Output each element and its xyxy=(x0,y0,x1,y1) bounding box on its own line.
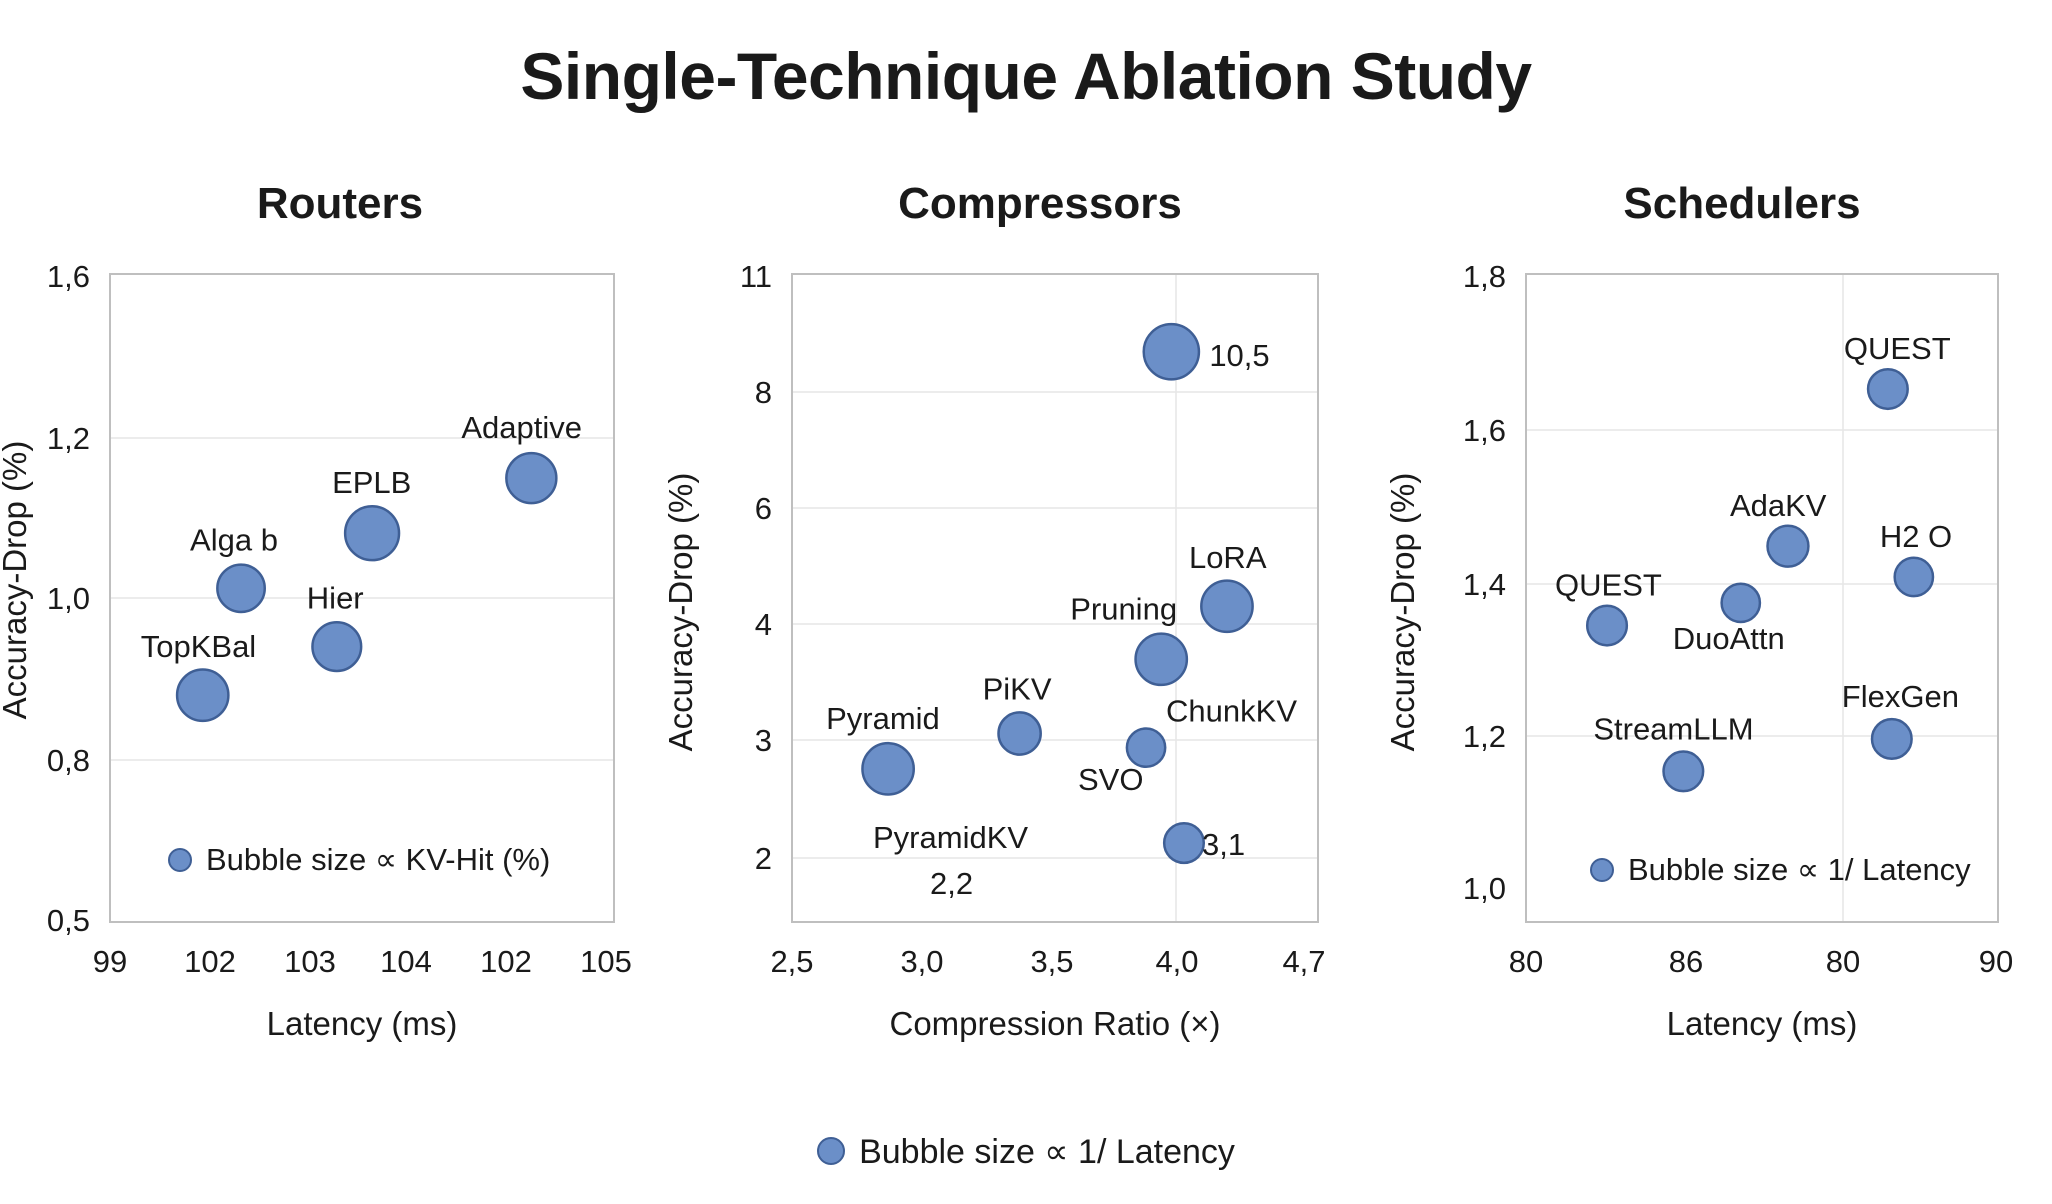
x-axis-label: Compression Ratio (×) xyxy=(889,1005,1220,1042)
data-label: AdaKV xyxy=(1730,488,1827,523)
x-tick-label: 105 xyxy=(580,944,632,979)
data-label: Pruning xyxy=(1070,591,1177,626)
data-label: StreamLLM xyxy=(1593,711,1753,746)
annotation-label: 2,2 xyxy=(930,866,973,901)
panel-title: Routers xyxy=(257,179,423,228)
data-point xyxy=(1201,581,1252,632)
bottom-legend-label: Bubble size ∝ 1/ Latency xyxy=(859,1133,1235,1171)
panel-title: Schedulers xyxy=(1623,179,1860,228)
legend-label: Bubble size ∝ KV-Hit (%) xyxy=(206,842,550,877)
data-label: QUEST xyxy=(1555,568,1662,603)
y-tick-label: 1,2 xyxy=(47,421,90,456)
y-tick-label: 1,0 xyxy=(1463,871,1506,906)
figure-canvas: Routers 1,6 1,2 1,0 0,8 0,599 102 103 104 102 105 L… xyxy=(0,0,2052,1204)
y-tick-label: 11 xyxy=(740,259,772,294)
annotation-label: PyramidKV xyxy=(873,820,1028,855)
x-axis-label: Latency (ms) xyxy=(267,1005,458,1042)
data-label: Pyramid xyxy=(826,701,940,736)
y-tick-label: 8 xyxy=(755,375,772,410)
y-tick-label: 6 xyxy=(755,491,772,526)
y-tick-label: 1,4 xyxy=(1463,567,1506,602)
data-point xyxy=(1895,558,1933,596)
data-point xyxy=(862,743,913,794)
y-tick-label: 0,5 xyxy=(47,903,90,938)
x-tick-label: 3,0 xyxy=(900,944,943,979)
x-tick-label: 2,5 xyxy=(770,944,813,979)
x-tick-label: 80 xyxy=(1509,944,1543,979)
x-tick-label: 80 xyxy=(1826,944,1860,979)
data-label: 10,5 xyxy=(1209,338,1269,373)
data-label: Alga b xyxy=(190,522,278,557)
legend-bubble-icon xyxy=(817,1137,845,1165)
data-label: Adaptive xyxy=(461,410,582,445)
legend-label: Bubble size ∝ 1/ Latency xyxy=(1628,852,1971,887)
data-point xyxy=(1144,324,1199,379)
annotation-label: SVO xyxy=(1078,762,1143,797)
data-label: TopKBal xyxy=(141,629,256,664)
y-tick-label: 2 xyxy=(755,841,772,876)
data-point xyxy=(1664,752,1704,792)
data-label: H2 O xyxy=(1880,519,1952,554)
legend-marker xyxy=(1591,859,1613,881)
data-label: ChunkKV xyxy=(1166,694,1297,729)
data-label: LoRA xyxy=(1189,540,1267,575)
y-tick-label: 1,2 xyxy=(1463,719,1506,754)
y-tick-label: 4 xyxy=(755,607,772,642)
data-point xyxy=(1587,606,1627,646)
bottom-legend: Bubble size ∝ 1/ Latency xyxy=(0,1132,2052,1172)
panel-title: Compressors xyxy=(898,179,1182,228)
y-axis-label: Accuracy-Drop (%) xyxy=(662,473,699,752)
data-point xyxy=(506,453,556,503)
data-point xyxy=(345,506,399,560)
y-tick-label: 3 xyxy=(755,723,772,758)
data-point xyxy=(1722,584,1760,622)
data-point xyxy=(1164,823,1204,863)
x-tick-label: 99 xyxy=(93,944,127,979)
data-point xyxy=(217,565,264,612)
legend-marker xyxy=(169,849,191,871)
data-label: 3,1 xyxy=(1202,827,1245,862)
data-label: PiKV xyxy=(983,671,1052,706)
data-point xyxy=(312,622,361,671)
data-point xyxy=(177,670,228,721)
y-axis-label: Accuracy-Drop (%) xyxy=(1384,473,1421,752)
data-point xyxy=(1136,634,1187,685)
y-tick-label: 1,0 xyxy=(47,581,90,616)
data-label: DuoAttn xyxy=(1673,621,1785,656)
y-tick-label: 1,6 xyxy=(47,259,90,294)
x-axis-label: Latency (ms) xyxy=(1667,1005,1858,1042)
x-tick-label: 4,7 xyxy=(1282,944,1325,979)
x-tick-label: 102 xyxy=(480,944,532,979)
x-tick-label: 86 xyxy=(1669,944,1703,979)
y-tick-label: 1,6 xyxy=(1463,413,1506,448)
data-point xyxy=(1872,719,1912,759)
x-tick-label: 4,0 xyxy=(1155,944,1198,979)
x-tick-label: 90 xyxy=(1979,944,2013,979)
y-tick-label: 1,8 xyxy=(1463,259,1506,294)
y-tick-label: 0,8 xyxy=(47,743,90,778)
data-label: FlexGen xyxy=(1842,679,1959,714)
data-point xyxy=(1868,369,1908,409)
x-tick-label: 104 xyxy=(380,944,432,979)
data-label: QUEST xyxy=(1844,331,1951,366)
data-label: EPLB xyxy=(332,465,411,500)
data-point xyxy=(1768,526,1809,567)
x-tick-label: 103 xyxy=(284,944,336,979)
y-axis-label: Accuracy-Drop (%) xyxy=(0,441,33,720)
data-label: Hier xyxy=(307,581,364,616)
x-tick-label: 102 xyxy=(184,944,236,979)
data-point xyxy=(998,712,1040,754)
x-tick-label: 3,5 xyxy=(1030,944,1073,979)
